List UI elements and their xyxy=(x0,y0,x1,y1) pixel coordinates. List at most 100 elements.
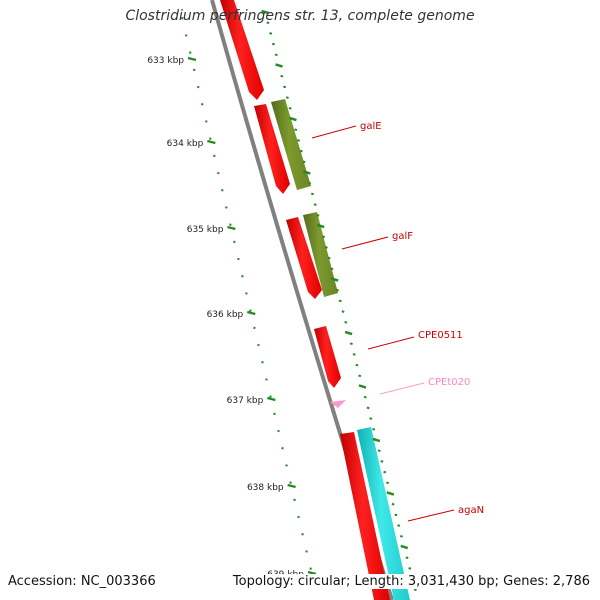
tick-mark xyxy=(330,277,339,282)
tick-mark xyxy=(289,116,297,122)
tick-mark xyxy=(241,275,244,278)
gene-feature xyxy=(220,0,264,100)
kbp-tick-label: 634 kbp xyxy=(167,139,204,149)
tick-mark xyxy=(405,556,409,560)
inner-tick-track: 633 kbp 634 kbp 635 kbp 636 kbp 637 kbp 638 k… xyxy=(147,17,317,588)
tick-mark xyxy=(229,223,232,226)
tick-mark xyxy=(408,567,412,570)
kbp-tick-label: 633 kbp xyxy=(147,56,184,66)
tick-mark xyxy=(245,292,248,295)
gene-labels: galE galF CPE0511 CPEt020 agaN xyxy=(311,121,484,522)
tick-mark xyxy=(209,137,212,140)
tick-mark xyxy=(352,353,356,356)
tick-mark xyxy=(274,53,278,57)
tick-mark xyxy=(257,343,260,347)
gene-label-agaN: agaN xyxy=(458,505,484,516)
tick-mark xyxy=(358,384,367,389)
gene-label-CPE0511: CPE0511 xyxy=(418,330,463,341)
tick-mark xyxy=(180,17,184,20)
tick-mark xyxy=(201,103,204,106)
topology-text: Topology: circular; Length: 3,031,430 bp… xyxy=(230,574,590,589)
tick-mark xyxy=(280,74,284,78)
tick-mark xyxy=(281,447,284,450)
cog-feature xyxy=(303,212,338,297)
tick-mark xyxy=(184,34,188,37)
tick-mark xyxy=(275,63,283,68)
tick-mark xyxy=(269,32,273,35)
tick-mark xyxy=(386,491,395,496)
tick-mark xyxy=(399,534,403,538)
major-tick-mark xyxy=(227,225,236,231)
tick-mark xyxy=(322,235,326,239)
tick-mark xyxy=(302,160,306,164)
tick-mark xyxy=(344,320,348,324)
tick-mark xyxy=(277,429,280,433)
tick-mark xyxy=(249,309,252,312)
major-tick-mark xyxy=(267,396,276,402)
tick-mark xyxy=(341,310,345,313)
tick-mark xyxy=(324,246,328,249)
tick-mark xyxy=(273,412,276,416)
tick-mark xyxy=(327,256,331,260)
tick-mark xyxy=(299,149,303,153)
tick-mark xyxy=(397,524,401,527)
tick-mark xyxy=(316,213,320,217)
tick-mark xyxy=(205,120,208,123)
tick-mark xyxy=(289,481,292,484)
cog-feature xyxy=(357,427,410,600)
tick-mark xyxy=(355,363,359,367)
tick-mark xyxy=(283,85,287,89)
tick-mark xyxy=(188,51,192,54)
tick-mark xyxy=(285,96,289,99)
tick-mark xyxy=(335,288,339,292)
tick-mark xyxy=(303,170,311,175)
tick-mark xyxy=(316,223,325,229)
tick-mark xyxy=(233,240,236,244)
tick-mark xyxy=(271,42,275,46)
tick-mark xyxy=(338,299,342,303)
tick-mark xyxy=(217,171,220,175)
tick-mark xyxy=(266,21,270,25)
tick-mark xyxy=(330,267,334,271)
tick-mark xyxy=(394,513,398,517)
tick-mark xyxy=(288,106,292,110)
tick-mark xyxy=(309,567,312,570)
tick-mark xyxy=(310,192,314,196)
tick-mark xyxy=(349,342,353,346)
tick-mark xyxy=(386,481,390,485)
gene-feature xyxy=(286,217,322,299)
tick-mark xyxy=(297,139,300,142)
tick-mark xyxy=(305,550,308,553)
gene-feature xyxy=(254,104,290,194)
major-tick-mark xyxy=(287,483,296,489)
tick-mark xyxy=(301,533,304,536)
tick-mark xyxy=(391,502,395,506)
gene-feature xyxy=(340,432,390,600)
tick-mark xyxy=(372,427,376,431)
kbp-tick-label: 636 kbp xyxy=(207,310,244,320)
major-tick-mark xyxy=(187,56,197,62)
tick-mark xyxy=(297,515,300,519)
major-tick-mark xyxy=(207,139,216,145)
cog-track xyxy=(271,99,410,600)
tick-mark xyxy=(344,330,353,336)
kbp-tick-label: 635 kbp xyxy=(187,225,224,235)
tick-mark xyxy=(366,406,370,410)
tick-mark xyxy=(221,189,224,192)
outer-tick-track xyxy=(261,9,417,592)
tick-mark xyxy=(413,588,417,592)
tick-mark xyxy=(380,460,384,463)
gene-label-galF: galF xyxy=(392,231,413,242)
gene-label-galE: galE xyxy=(360,121,382,132)
major-tick-mark xyxy=(246,310,256,316)
tick-mark xyxy=(293,498,296,502)
trna-feature xyxy=(330,400,346,408)
kbp-tick-label: 638 kbp xyxy=(247,483,284,493)
tick-mark xyxy=(308,181,312,185)
tick-mark xyxy=(265,378,268,381)
tick-mark xyxy=(383,470,387,474)
tick-mark xyxy=(261,9,269,15)
tick-mark xyxy=(213,154,216,158)
major-tick-mark xyxy=(307,570,317,576)
